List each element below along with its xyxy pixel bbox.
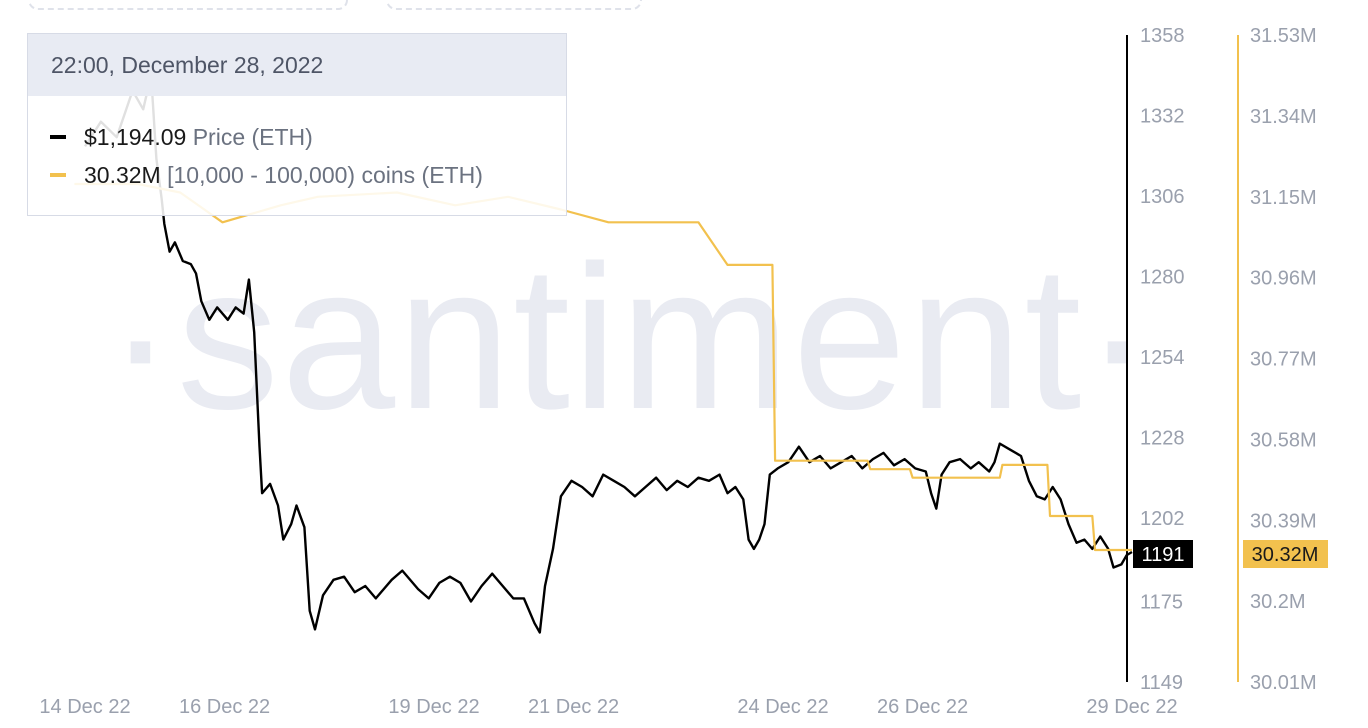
x-axis-ticks: 14 Dec 22 16 Dec 22 19 Dec 22 21 Dec 22 24 D… — [39, 696, 1177, 718]
tooltip-row-holders: 30.32M [10,000 - 100,000) coins (ETH) — [50, 162, 483, 189]
left-tick-label: 1280 — [1140, 266, 1185, 288]
x-tick-label: 14 Dec 22 — [39, 696, 130, 718]
left-tick-label: 1228 — [1140, 427, 1185, 449]
right-tick-label: 31.15M — [1250, 187, 1317, 209]
holders-legend-swatch — [50, 172, 66, 177]
tooltip-row-price: $1,194.09 Price (ETH) — [50, 124, 313, 151]
x-tick-label: 29 Dec 22 — [1086, 696, 1177, 718]
tooltip-holders-value: 30.32M — [84, 162, 161, 188]
left-axis-ticks: 1358 1332 1306 1280 1254 1228 1202 1175 1149 — [1140, 25, 1185, 694]
holders-current-badge — [1243, 540, 1328, 568]
x-tick-label: 21 Dec 22 — [528, 696, 619, 718]
right-tick-label: 30.2M — [1250, 591, 1306, 613]
left-tick-label: 1149 — [1140, 672, 1183, 694]
tooltip-price-value: $1,194.09 — [84, 124, 187, 150]
left-tick-label: 1202 — [1140, 508, 1185, 530]
x-tick-label: 16 Dec 22 — [179, 696, 270, 718]
santiment-watermark: ·santiment· — [106, 223, 1153, 452]
left-tick-label: 1358 — [1140, 25, 1185, 47]
right-axis-ticks: 31.53M 31.34M 31.15M 30.96M 30.77M 30.58M 30.3… — [1250, 25, 1317, 694]
x-tick-label: 26 Dec 22 — [877, 696, 968, 718]
right-tick-label: 30.58M — [1250, 429, 1317, 451]
left-tick-label: 1306 — [1140, 186, 1185, 208]
left-tick-label: 1332 — [1140, 105, 1185, 127]
price-legend-swatch — [50, 134, 66, 139]
tooltip-datetime: 22:00, December 28, 2022 — [28, 34, 566, 96]
right-tick-label: 30.39M — [1250, 510, 1317, 532]
x-tick-label: 24 Dec 22 — [737, 696, 828, 718]
right-tick-label: 31.53M — [1250, 25, 1317, 47]
right-tick-label: 31.34M — [1250, 106, 1317, 128]
top-tab-left — [28, 0, 348, 10]
top-tab-right — [386, 0, 642, 10]
right-tick-label: 30.96M — [1250, 268, 1317, 290]
left-tick-label: 1254 — [1140, 347, 1185, 369]
tooltip-price-metric: Price (ETH) — [192, 124, 313, 150]
price-current-value: 1191 — [1141, 544, 1184, 566]
holders-current-value: 30.32M — [1252, 544, 1319, 566]
right-tick-label: 30.77M — [1250, 349, 1317, 371]
right-tick-label: 30.01M — [1250, 672, 1317, 694]
chart-tooltip: 22:00, December 28, 2022 $1,194.09 Price… — [27, 33, 567, 216]
price-series-line — [83, 74, 1133, 634]
price-current-badge — [1133, 540, 1193, 568]
x-tick-label: 19 Dec 22 — [388, 696, 479, 718]
tooltip-holders-metric: [10,000 - 100,000) coins (ETH) — [167, 162, 483, 188]
left-tick-label: 1175 — [1140, 592, 1183, 614]
